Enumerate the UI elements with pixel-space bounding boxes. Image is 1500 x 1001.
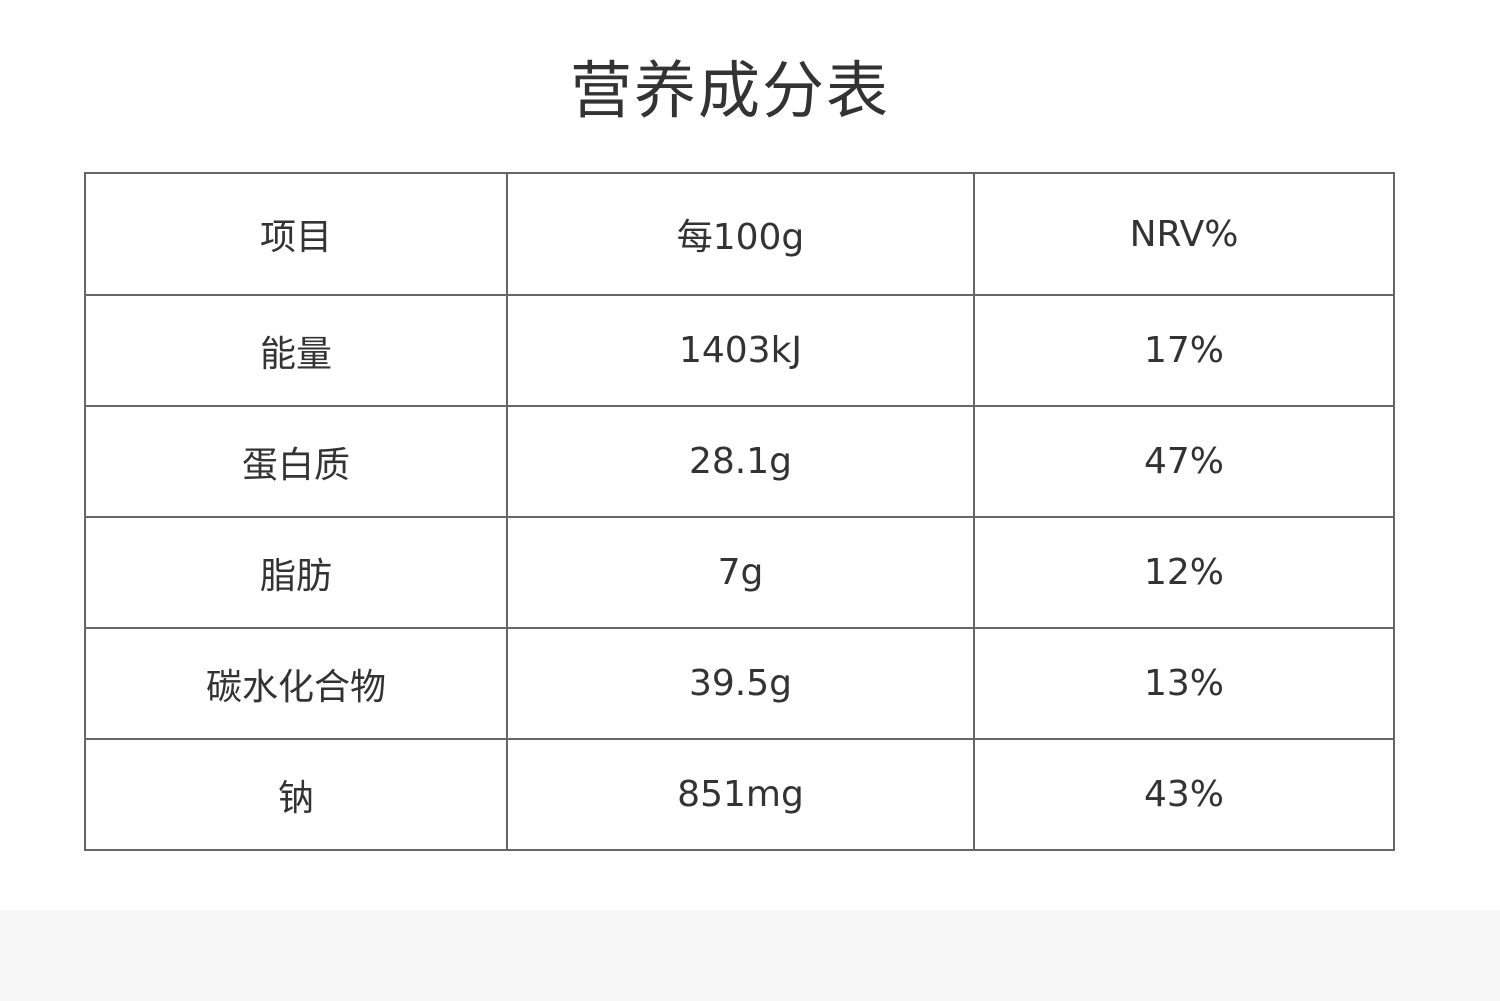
table-cell: 碳水化合物 [84, 627, 508, 740]
table-cell: NRV% [973, 172, 1395, 296]
table-cell: 17% [973, 294, 1395, 407]
table-cell: 7g [506, 516, 975, 629]
table-row: 能量 1403kJ 17% [84, 294, 1395, 407]
footer-band [0, 910, 1500, 1001]
table-cell: 蛋白质 [84, 405, 508, 518]
table-cell: 47% [973, 405, 1395, 518]
table-cell: 脂肪 [84, 516, 508, 629]
table-row: 钠 851mg 43% [84, 738, 1395, 851]
table-cell: 12% [973, 516, 1395, 629]
table-row: 蛋白质 28.1g 47% [84, 405, 1395, 518]
nutrition-table: 项目 每100g NRV% 能量 1403kJ 17% 蛋白质 28.1g 47% 脂肪 7g 12%… [84, 172, 1395, 851]
table-cell: 28.1g [506, 405, 975, 518]
table-row: 项目 每100g NRV% [84, 172, 1395, 296]
table-cell: 每100g [506, 172, 975, 296]
table-cell: 1403kJ [506, 294, 975, 407]
table-cell: 43% [973, 738, 1395, 851]
table-row: 碳水化合物 39.5g 13% [84, 627, 1395, 740]
table-cell: 钠 [84, 738, 508, 851]
table-cell: 39.5g [506, 627, 975, 740]
table-cell: 项目 [84, 172, 508, 296]
table-cell: 851mg [506, 738, 975, 851]
table-cell: 能量 [84, 294, 508, 407]
table-row: 脂肪 7g 12% [84, 516, 1395, 629]
table-cell: 13% [973, 627, 1395, 740]
title: 营养成分表 [569, 54, 890, 127]
